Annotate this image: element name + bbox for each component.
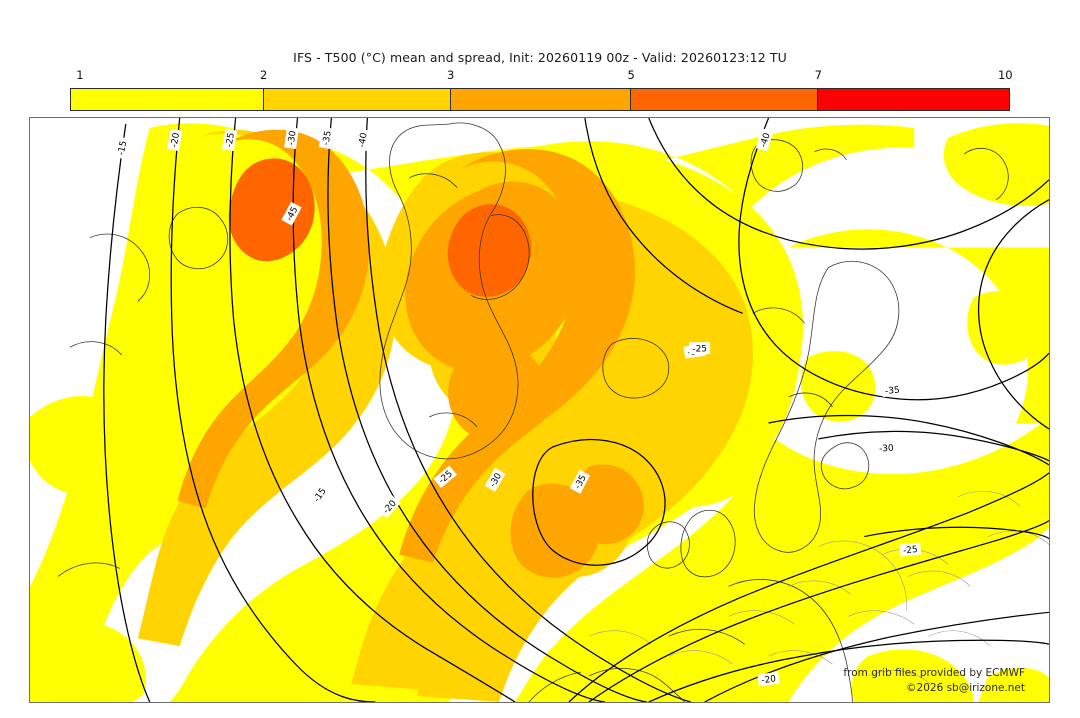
colorbar-tick-10: 10 (997, 68, 1013, 82)
svg-text:-25: -25 (225, 132, 237, 148)
colorbar-tick-labels: 1 2 3 5 7 10 (70, 68, 1013, 86)
spread-colorbar: 1 2 3 5 7 10 (70, 68, 1013, 111)
colorbar-band-5 (817, 89, 1009, 110)
contour-label: -30 (875, 441, 898, 455)
svg-text:-20: -20 (170, 132, 182, 148)
contour-label: -40 (354, 128, 371, 152)
svg-text:-30: -30 (879, 444, 895, 455)
coastlines (57, 122, 1009, 702)
contour-label: -35 (318, 126, 335, 150)
svg-text:-35: -35 (321, 130, 333, 146)
page-title: IFS - T500 (°C) mean and spread, Init: 2… (293, 50, 787, 65)
colorbar-bands (70, 88, 1010, 111)
colorbar-tick-2: 2 (259, 68, 268, 82)
contour-label: -35 (1044, 203, 1049, 228)
contour-label: -35 (881, 383, 904, 398)
contour-label: -15 (113, 136, 130, 160)
contour-label: -20 (757, 671, 780, 687)
colorbar-tick-5: 5 (627, 68, 635, 82)
contour-label: -40 (755, 128, 774, 152)
svg-text:-35: -35 (885, 386, 901, 397)
svg-text:-25: -25 (903, 545, 919, 556)
contour-label: -20 (167, 128, 183, 152)
svg-text:-15: -15 (117, 140, 130, 156)
svg-text:-40: -40 (759, 132, 773, 149)
contour-label: -25 (689, 342, 711, 354)
contour-label: -25 (221, 128, 238, 152)
contour-label: -25 (899, 542, 922, 557)
colorbar-band-3 (450, 89, 631, 110)
svg-text:-30: -30 (287, 130, 299, 146)
colorbar-band-4 (630, 89, 818, 110)
map-panel[interactable]: -15-20-25-30-35-40-45-40-35-30-25-15-20-… (29, 117, 1050, 703)
colorbar-tick-7: 7 (814, 68, 822, 82)
colorbar-band-2 (264, 89, 451, 110)
svg-text:-25: -25 (692, 344, 707, 354)
colorbar-tick-1: 1 (76, 68, 84, 82)
contour-label: -30 (284, 126, 299, 150)
map-canvas: -15-20-25-30-35-40-45-40-35-30-25-15-20-… (30, 118, 1049, 702)
svg-text:-20: -20 (761, 674, 777, 686)
country-borders (588, 491, 1049, 685)
spread-shading-band-3 (177, 129, 644, 578)
contour-labels: -15-20-25-30-35-40-45-40-35-30-25-15-20-… (113, 126, 1049, 687)
colorbar-band-1 (71, 89, 265, 110)
isotherm-contours (103, 118, 1049, 702)
colorbar-tick-3: 3 (447, 68, 455, 82)
svg-text:-40: -40 (357, 132, 369, 148)
